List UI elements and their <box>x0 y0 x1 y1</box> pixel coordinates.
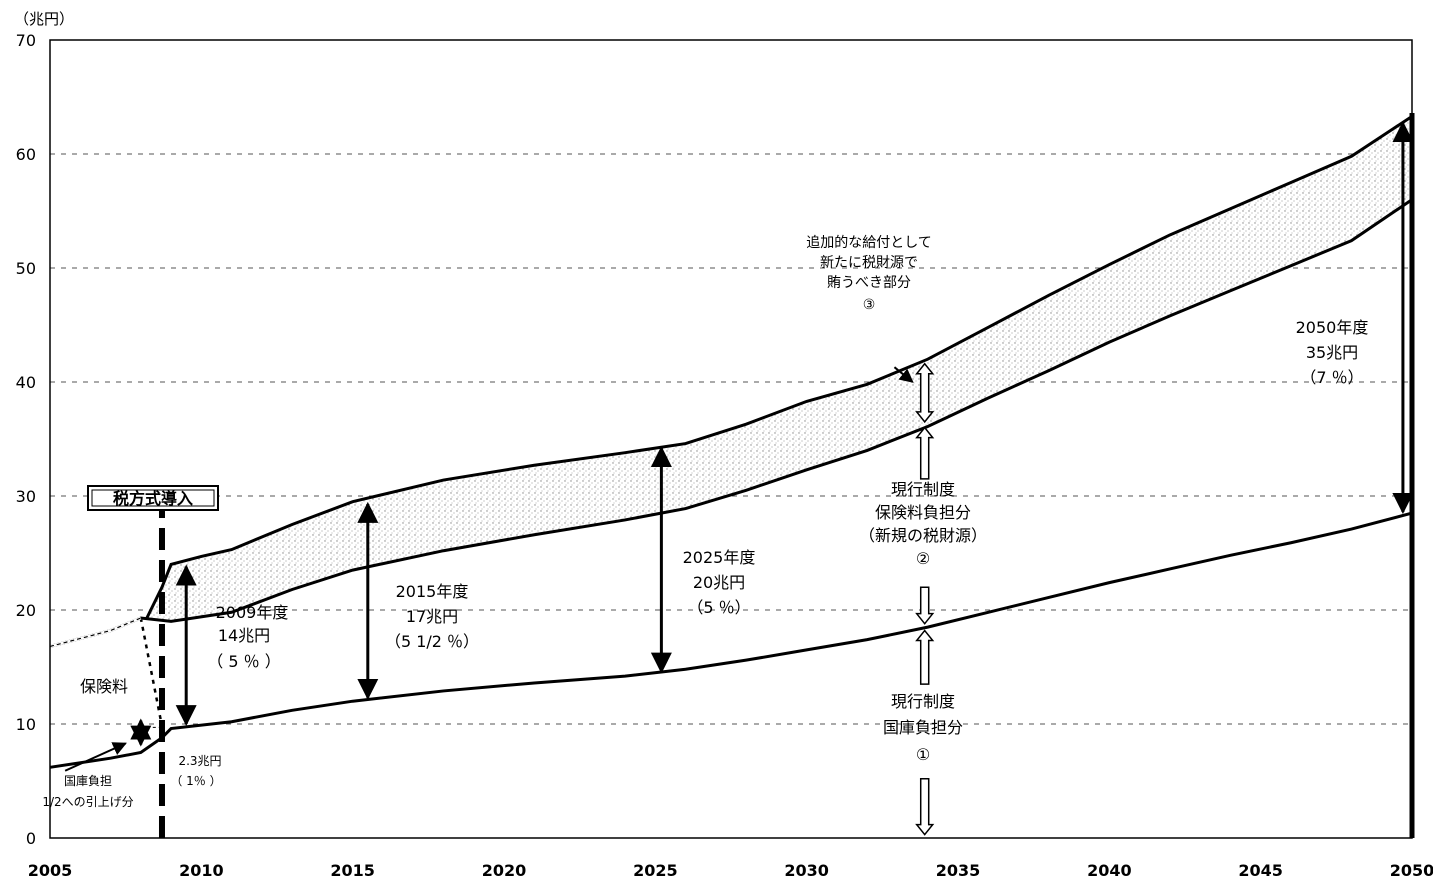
y-tick-label: 0 <box>26 829 36 848</box>
label-small-amount: 2.3兆円 <box>178 754 221 768</box>
label-2050-amount: 35兆円 <box>1306 343 1358 362</box>
series-line-1 <box>49 511 1413 769</box>
label-2: 現行制度 保険料負担分 （新規の税財源） ② <box>859 480 987 568</box>
band-fill <box>146 116 1413 622</box>
series-line-3 <box>145 115 1413 619</box>
label-2015-pct: （5 1/2 ％） <box>385 632 479 651</box>
label-kokko-1: 国庫負担 <box>64 774 112 788</box>
x-tick-label: 2035 <box>936 861 981 878</box>
label-2015: 2015年度 17兆円 （5 1/2 ％） <box>385 582 479 651</box>
hollow-arrow-1-down <box>915 777 935 836</box>
label-2015-amount: 17兆円 <box>406 607 458 626</box>
series-line-2 <box>49 198 1413 648</box>
label-2025-pct: （5 ％） <box>687 598 750 617</box>
series-lines <box>49 115 1413 769</box>
dashed-markers <box>49 509 165 838</box>
hollow-arrow-3 <box>915 362 935 424</box>
x-tick-label: 2040 <box>1087 861 1132 878</box>
label-2-line3: （新規の税財源） <box>859 526 987 545</box>
y-tick-label: 60 <box>16 145 36 164</box>
label-3-line2: 新たに税財源で <box>820 255 918 271</box>
series-2-dashed <box>49 617 142 648</box>
label-2050: 2050年度 35兆円 （7 ％） <box>1296 318 1369 387</box>
label-3-line1: 追加的な給付として <box>806 235 932 251</box>
label-3: 追加的な給付として 新たに税財源で 賄うべき部分 ③ <box>806 235 932 313</box>
x-tick-labels: 2005 2010 2015 2020 2025 2030 2035 2040 2045 2050 <box>28 861 1433 878</box>
label-2050-year: 2050年度 <box>1296 318 1369 337</box>
arrow-label3 <box>893 366 914 383</box>
x-tick-label: 2020 <box>482 861 527 878</box>
span-arrows <box>64 121 1414 836</box>
label-kokko: 国庫負担 1/2への引上げ分 <box>42 774 133 809</box>
label-2009: 2009年度 14兆円 （ 5 ％ ） <box>207 603 288 671</box>
y-tick-label: 10 <box>16 715 36 734</box>
unit-label: （兆円） <box>14 10 74 28</box>
tax-intro-box: 税方式導入 <box>87 485 219 511</box>
label-2009-pct: （ 5 ％ ） <box>207 652 280 671</box>
label-1-line1: 現行制度 <box>891 692 955 711</box>
y-tick-labels: 0 10 20 30 40 50 60 70 <box>16 31 36 848</box>
label-2-line2: 保険料負担分 <box>875 503 971 522</box>
label-kokko-2: 1/2への引上げ分 <box>42 795 133 809</box>
label-2025-year: 2025年度 <box>683 548 756 567</box>
x-tick-label: 2030 <box>784 861 829 878</box>
x-tick-label: 2010 <box>179 861 224 878</box>
hollow-arrow-1-up <box>915 629 935 685</box>
label-2015-year: 2015年度 <box>396 582 469 601</box>
tax-intro-label: 税方式導入 <box>113 489 193 508</box>
y-tick-label: 70 <box>16 31 36 50</box>
label-small-pct: （ 1％ ） <box>170 774 221 788</box>
label-1: 現行制度 国庫負担分 ① <box>883 692 963 764</box>
label-2-line1: 現行制度 <box>891 480 955 499</box>
series-2-mask <box>49 616 142 648</box>
y-tick-label: 30 <box>16 487 36 506</box>
y-tick-label: 50 <box>16 259 36 278</box>
x-tick-label: 2050 <box>1390 861 1433 878</box>
label-2009-year: 2009年度 <box>216 603 289 622</box>
label-2025-amount: 20兆円 <box>693 573 745 592</box>
x-tick-label: 2015 <box>330 861 375 878</box>
label-2-number: ② <box>916 549 930 568</box>
label-1-line2: 国庫負担分 <box>883 718 963 737</box>
label-small: 2.3兆円 （ 1％ ） <box>170 754 221 788</box>
label-1-number: ① <box>916 745 930 764</box>
x-tick-label: 2025 <box>633 861 678 878</box>
axes <box>49 39 1415 839</box>
y-tick-label: 20 <box>16 601 36 620</box>
label-3-line3: 賄うべき部分 <box>827 275 911 291</box>
y-tick-label: 40 <box>16 373 36 392</box>
label-hokenryo: 保険料 <box>80 677 128 696</box>
label-3-number: ③ <box>863 297 876 313</box>
dashed-diag <box>139 617 164 727</box>
label-2025: 2025年度 20兆円 （5 ％） <box>683 548 756 617</box>
x-tick-label: 2045 <box>1238 861 1283 878</box>
arrow-kokko <box>64 742 127 772</box>
hollow-arrow-2-up <box>915 426 935 480</box>
band-area <box>146 116 1413 622</box>
label-2050-pct: （7 ％） <box>1300 368 1363 387</box>
hollow-arrow-2-down <box>915 586 935 625</box>
label-2009-amount: 14兆円 <box>218 626 270 645</box>
x-tick-label: 2005 <box>28 861 73 878</box>
